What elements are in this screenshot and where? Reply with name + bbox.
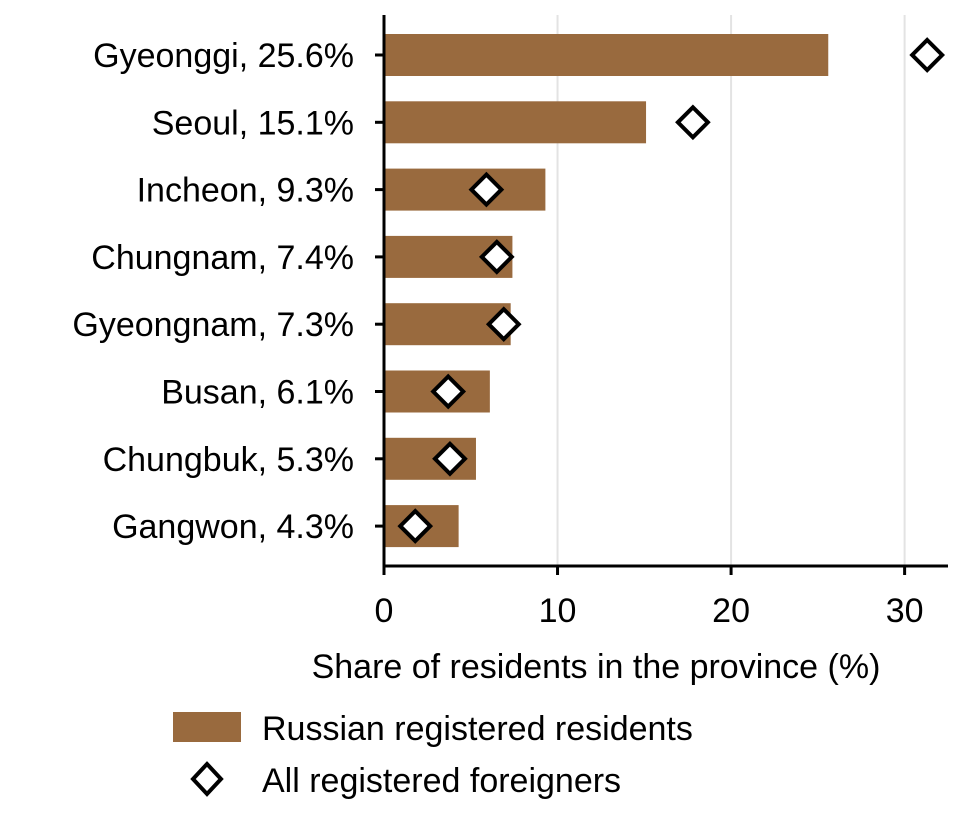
bar-1 [384, 101, 647, 144]
x-tick-label-1: 10 [539, 592, 577, 630]
marker-diamond-6 [432, 440, 468, 477]
marker-diamond-3 [478, 239, 515, 275]
category-label-1: Seoul, 15.1% [152, 104, 354, 142]
legend-label-foreigners: All registered foreigners [262, 762, 621, 800]
category-label-4: Gyeongnam, 7.3% [72, 306, 354, 344]
bar-0 [384, 34, 829, 76]
legend: Russian registered residents All registe… [173, 710, 693, 800]
category-label-3: Chungnam, 7.4% [91, 239, 354, 277]
category-label-5: Busan, 6.1% [161, 374, 354, 412]
x-tick-label-3: 30 [886, 592, 924, 630]
legend-diamond-icon [190, 761, 224, 797]
category-label-6: Chungbuk, 5.3% [103, 441, 354, 479]
x-axis-title: Share of residents in the province (%) [312, 648, 881, 686]
legend-label-russian: Russian registered residents [262, 710, 693, 748]
marker-diamond-2 [468, 171, 505, 208]
marker-diamond-5 [430, 373, 467, 410]
bar-2 [384, 168, 546, 211]
legend-bar-swatch [173, 712, 241, 742]
marker-diamond-7 [397, 508, 434, 544]
category-label-7: Gangwon, 4.3% [112, 508, 354, 546]
marker-diamond-1 [675, 104, 711, 141]
grid-layer [556, 15, 906, 566]
marker-layer [397, 37, 946, 544]
marker-diamond-4 [485, 306, 522, 343]
category-label-0: Gyeonggi, 25.6% [93, 37, 354, 75]
marker-diamond-0 [909, 37, 946, 73]
x-tick-label-2: 20 [712, 592, 750, 630]
label-layer: Gyeonggi, 25.6% Seoul, 15.1% Incheon, 9.3%… [72, 37, 923, 630]
x-tick-label-0: 0 [375, 592, 394, 630]
category-label-2: Incheon, 9.3% [137, 172, 354, 210]
axis-layer [375, 15, 948, 575]
